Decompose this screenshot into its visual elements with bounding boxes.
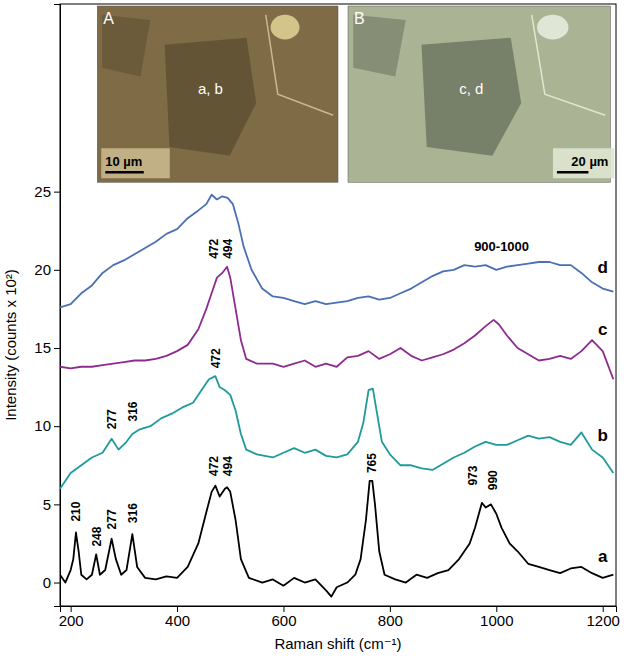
spectrum-line <box>60 376 613 489</box>
y-tick-label: 25 <box>34 183 51 200</box>
plot-lines <box>60 195 613 597</box>
x-axis: 200 400 600 800 1000 1200 <box>59 606 620 629</box>
inset-highlight <box>271 15 300 40</box>
peak-label: 494 <box>221 456 235 476</box>
peak-label: 277 <box>105 409 119 429</box>
peak-label: 248 <box>90 526 104 546</box>
y-tick: 5 <box>43 496 60 513</box>
annotation: 900-1000 <box>474 239 529 254</box>
x-tick-label: 1200 <box>587 612 620 629</box>
x-tick-label: 800 <box>378 612 403 629</box>
inset-boundary <box>266 15 333 115</box>
series-label: b <box>598 426 608 445</box>
series-labels: a b c d <box>598 258 608 566</box>
inset-background <box>348 6 610 182</box>
y-tick-mark <box>54 583 60 584</box>
series-label: a <box>598 547 608 566</box>
y-tick-mark <box>54 270 60 271</box>
x-tick: 1000 <box>480 606 513 629</box>
x-tick: 200 <box>59 606 84 629</box>
inset-spot-label: a, b <box>198 80 223 97</box>
series-label: d <box>598 258 608 277</box>
peak-label: 210 <box>69 501 83 521</box>
spectrum-line <box>60 267 613 380</box>
y-tick-mark <box>54 504 60 505</box>
x-axis-title: Raman shift (cm⁻¹) <box>274 635 401 652</box>
inset-boundary <box>532 15 605 115</box>
x-tick: 600 <box>271 606 296 629</box>
y-tick-mark <box>54 348 60 349</box>
y-tick: 15 <box>34 339 60 356</box>
y-axis: 0 5 10 15 20 25 <box>34 5 60 607</box>
peak-label: 316 <box>126 503 140 523</box>
spectrum-line <box>60 195 613 308</box>
insets: 10 µm Aa, b 20 µm Bc, d <box>97 6 614 182</box>
peak-label: 316 <box>126 401 140 421</box>
x-tick: 800 <box>378 606 403 629</box>
scale-bar-label: 20 µm <box>571 154 608 169</box>
scale-bar-ground <box>553 148 614 178</box>
inset-letter: A <box>103 10 114 27</box>
y-tick-label: 0 <box>43 574 51 591</box>
x-tick-label: 400 <box>165 612 190 629</box>
annotations: 900-1000 <box>474 239 529 254</box>
scale-bar <box>105 171 144 174</box>
y-tick: 10 <box>34 417 60 434</box>
inset-spot-label: c, d <box>459 80 483 97</box>
peak-labels: 2102482773164724947659739902773164724724… <box>69 239 499 547</box>
x-tick-label: 200 <box>59 612 84 629</box>
plot-frame <box>60 4 616 606</box>
inset-image: 10 µm Aa, b <box>97 6 338 182</box>
inset-grain <box>421 38 521 156</box>
y-tick-label: 15 <box>34 339 51 356</box>
inset-background <box>97 6 338 182</box>
x-tick: 1200 <box>587 606 620 629</box>
y-axis-line <box>54 5 61 607</box>
chart: 200 400 600 800 1000 1200 0 5 10 15 20 25 Raman shif… <box>0 0 626 658</box>
y-tick-label: 20 <box>34 261 51 278</box>
series-label: c <box>598 320 607 339</box>
y-tick-mark <box>54 192 60 193</box>
inset-grain <box>165 38 256 156</box>
y-tick-mark <box>54 426 60 427</box>
y-tick: 20 <box>34 261 60 278</box>
spectrum-line <box>60 481 613 597</box>
peak-label: 765 <box>365 453 379 473</box>
inset-image: 20 µm Bc, d <box>348 6 614 182</box>
scale-bar <box>557 171 588 174</box>
y-axis-title: Intensity (counts x 10²) <box>2 269 19 421</box>
peak-label: 973 <box>466 465 480 485</box>
peak-label: 277 <box>105 509 119 529</box>
inset-letter: B <box>354 10 365 27</box>
peak-label: 472 <box>207 456 221 476</box>
x-tick-label: 1000 <box>480 612 513 629</box>
peak-label: 990 <box>486 470 500 490</box>
scale-bar-ground <box>101 148 170 178</box>
inset-highlight <box>537 15 568 40</box>
peak-label: 494 <box>221 239 235 259</box>
x-axis-line <box>61 607 617 613</box>
scale-bar-label: 10 µm <box>105 154 142 169</box>
y-tick-label: 10 <box>34 417 51 434</box>
y-tick-label: 5 <box>43 496 51 513</box>
peak-label: 472 <box>209 348 223 368</box>
y-tick: 0 <box>43 574 60 591</box>
peak-label: 472 <box>207 239 221 259</box>
x-tick-label: 600 <box>271 612 296 629</box>
x-tick: 400 <box>165 606 190 629</box>
y-tick: 25 <box>34 183 60 200</box>
